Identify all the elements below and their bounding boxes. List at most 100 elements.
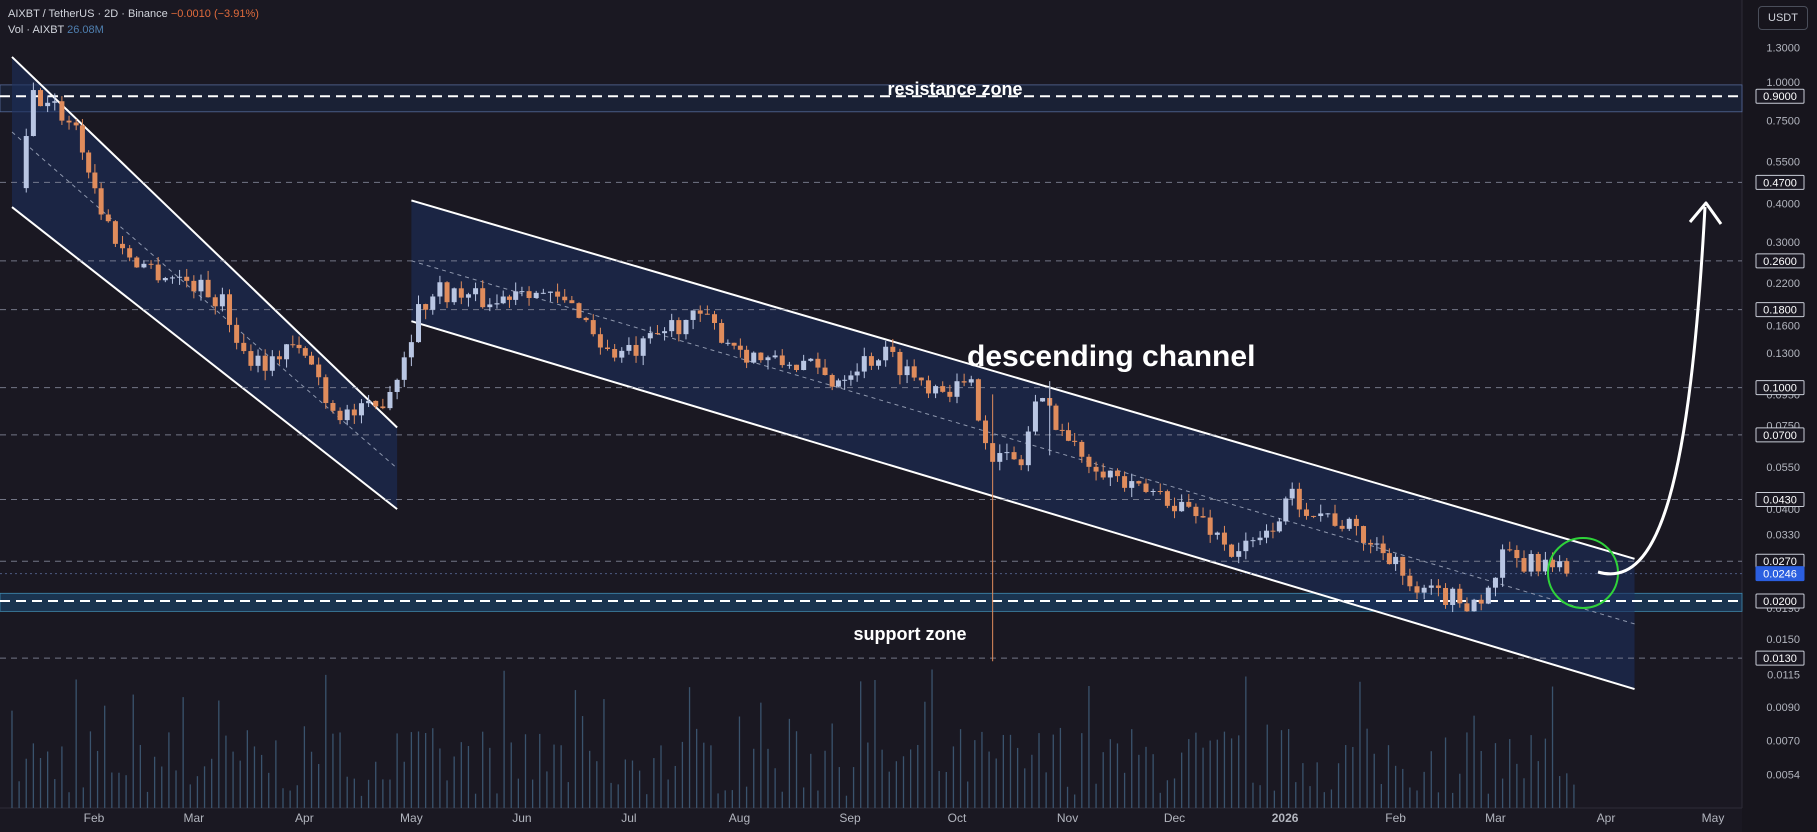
time-tick-label: Feb	[84, 811, 105, 825]
candle-body	[890, 346, 896, 352]
candle-body	[540, 292, 546, 294]
candle	[423, 303, 429, 320]
volume-value: 26.08M	[67, 24, 104, 36]
price-tag-label: 0.0430	[1763, 495, 1797, 507]
candle-body	[1207, 517, 1213, 535]
candle	[662, 327, 668, 341]
candle	[248, 344, 254, 371]
candle-body	[822, 367, 828, 376]
symbol-info[interactable]: AIXBT / TetherUS · 2D · Binance	[8, 8, 168, 20]
candle	[241, 334, 247, 354]
candle	[835, 378, 841, 387]
price-axis[interactable]: 1.3000 1.0000 0.7500 0.5500 0.4000 0.3000 0.22…	[1755, 42, 1805, 782]
candle	[141, 260, 147, 269]
candle-body	[38, 90, 44, 107]
candle-body	[1243, 540, 1249, 552]
candle	[212, 294, 218, 315]
candle	[416, 295, 422, 343]
candle	[997, 444, 1003, 471]
volume-label[interactable]: Vol · AIXBT	[8, 24, 65, 36]
candle	[897, 348, 903, 385]
candle	[1122, 471, 1128, 492]
candle-body	[829, 375, 835, 387]
price-tag-box	[1755, 427, 1805, 443]
candle-body	[79, 125, 85, 153]
candle	[1521, 550, 1527, 574]
candle-body	[1380, 543, 1386, 554]
candle	[401, 351, 407, 388]
candle-body	[704, 313, 710, 315]
candle-body	[676, 320, 682, 335]
candle-body	[1072, 440, 1078, 442]
candle-body	[925, 380, 931, 394]
volume-bars	[11, 669, 1575, 808]
candle	[284, 344, 290, 368]
candle-body	[1193, 506, 1199, 517]
candle	[1414, 581, 1420, 600]
currency-button[interactable]: USDT	[1758, 6, 1808, 30]
candle-body	[1065, 430, 1071, 441]
candle	[1507, 541, 1513, 552]
candle-body	[1361, 526, 1367, 543]
candle-body	[654, 333, 660, 335]
candle-body	[765, 357, 771, 361]
candle-body	[904, 366, 910, 376]
candle-body	[1025, 431, 1031, 466]
candle	[1193, 503, 1199, 524]
candle	[1179, 494, 1185, 512]
price-tag-label: 0.1000	[1763, 383, 1797, 395]
price-tag: 0.2600	[1755, 253, 1805, 269]
price-tag-label: 0.1800	[1763, 305, 1797, 317]
time-axis[interactable]: Feb Mar Apr May Jun Jul Aug Sep Oct Nov Dec 2026 Feb…	[84, 811, 1725, 825]
candle-body	[1164, 491, 1170, 506]
candle	[1250, 537, 1256, 548]
candle	[394, 378, 400, 400]
price-tag-box	[1755, 88, 1805, 104]
price-tick-label: 0.0115	[1767, 669, 1800, 681]
candle	[1257, 531, 1263, 545]
candle-body	[184, 276, 190, 281]
candle-body	[487, 304, 493, 308]
candle-body	[1374, 543, 1380, 545]
candle-body	[1157, 490, 1163, 492]
resistance-zone-label: resistance zone	[887, 79, 1022, 99]
candle	[98, 182, 104, 220]
price-tick-label: 0.1600	[1766, 320, 1800, 332]
candle-body	[1325, 513, 1331, 515]
candle-body	[1221, 532, 1227, 545]
candle	[876, 358, 882, 370]
candle-body	[911, 366, 917, 378]
candle-body	[1179, 501, 1185, 512]
candle	[1289, 482, 1295, 506]
breakout-arrow	[1597, 206, 1707, 576]
candle-body	[1107, 470, 1113, 478]
candle	[1243, 532, 1249, 560]
candle-body	[1339, 525, 1345, 529]
price-tag-label: 0.0700	[1763, 430, 1797, 442]
candle	[918, 377, 924, 386]
candle-body	[605, 347, 611, 350]
candle	[1428, 579, 1434, 595]
price-tag-box	[1755, 593, 1805, 609]
candle	[380, 398, 386, 410]
candle-body	[500, 296, 506, 304]
candle-body	[835, 380, 841, 387]
price-tag-box	[1755, 492, 1805, 508]
price-tag: 0.1800	[1755, 302, 1805, 318]
candle-body	[1500, 549, 1506, 578]
candle	[487, 298, 493, 312]
price-tick-label: 0.0330	[1766, 530, 1800, 542]
candle	[697, 305, 703, 322]
candle	[779, 349, 785, 368]
price-tick-label: 0.0150	[1766, 634, 1800, 646]
descending-channel-label: descending channel	[967, 340, 1255, 373]
candle	[1221, 525, 1227, 551]
candle	[1464, 597, 1470, 612]
price-tag-label: 0.2600	[1763, 256, 1797, 268]
candle	[1542, 551, 1548, 575]
candle-body	[1186, 501, 1192, 507]
candle-body	[954, 381, 960, 397]
candle	[458, 281, 464, 305]
candle	[1471, 598, 1477, 612]
